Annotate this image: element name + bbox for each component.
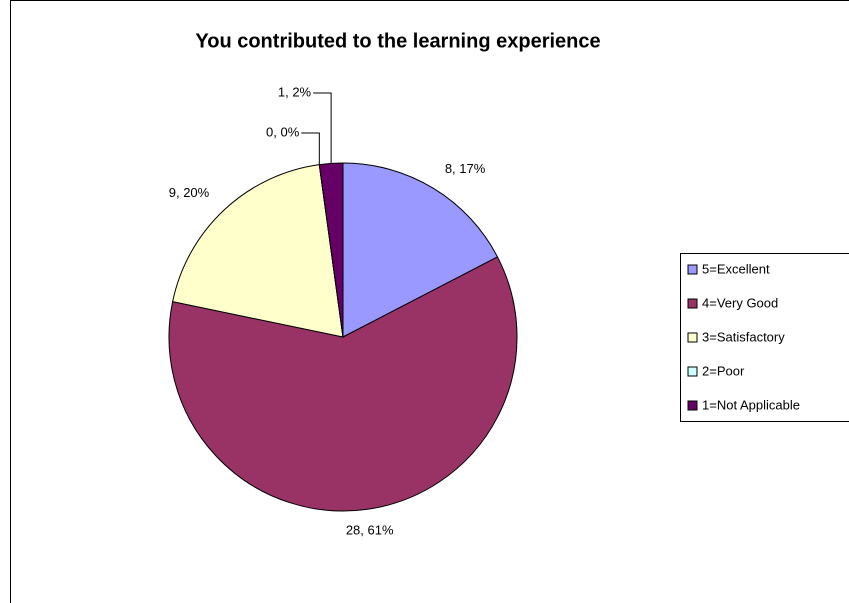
legend-swatch (687, 400, 698, 411)
data-label: 0, 0% (266, 124, 300, 139)
legend-label: 3=Satisfactory (702, 329, 785, 344)
legend-label: 1=Not Applicable (702, 397, 800, 412)
legend-swatch (687, 332, 698, 343)
legend-swatch (687, 264, 698, 275)
pie-slice (172, 164, 344, 338)
legend-swatch (687, 298, 698, 309)
leader-line (301, 132, 320, 165)
pie-slice (168, 256, 518, 512)
legend-label: 4=Very Good (702, 295, 778, 310)
data-label: 8, 17% (445, 161, 486, 176)
legend-label: 5=Excellent (702, 261, 770, 276)
legend-label: 2=Poor (702, 363, 745, 378)
pie-slice (342, 162, 499, 338)
data-label: 28, 61% (346, 523, 394, 538)
legend-box (680, 253, 849, 422)
data-label: 1, 2% (278, 84, 312, 99)
data-label: 9, 20% (169, 185, 210, 200)
pie-slice (318, 162, 344, 338)
chart-title: You contributed to the learning experien… (195, 30, 600, 52)
leader-line (313, 92, 332, 164)
legend-swatch (687, 366, 698, 377)
